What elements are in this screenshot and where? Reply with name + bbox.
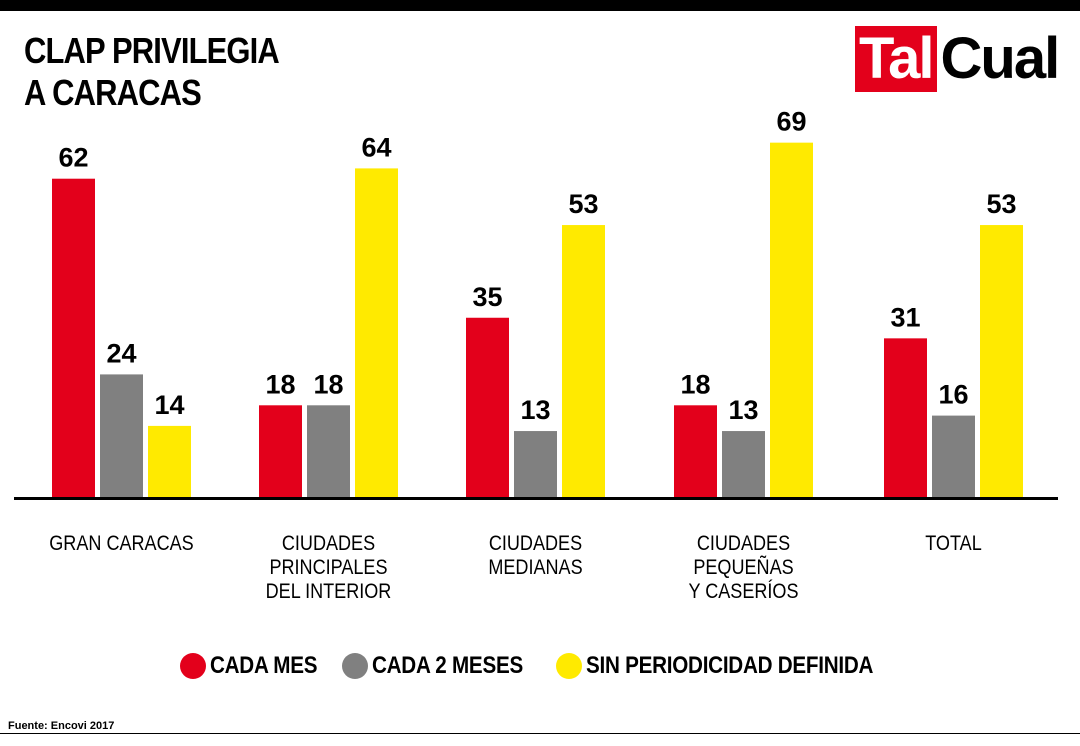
bar-ciudades-principales-del-interior-sin-periodicidad-definida	[355, 168, 398, 498]
data-label-ciudades-principales-del-interior-sin-periodicidad-definida: 64	[361, 132, 391, 162]
bar-gran-caracas-cada-mes	[52, 178, 95, 498]
bar-total-sin-periodicidad-definida	[980, 225, 1023, 499]
data-label-ciudades-medianas-cada-2-meses: 13	[520, 395, 550, 425]
category-label-ciudades-medianas-line-2: MEDIANAS	[488, 556, 582, 580]
legend-item-cada-2-meses: CADA 2 MESES	[342, 648, 548, 684]
data-label-ciudades-medianas-cada-mes: 35	[472, 282, 502, 312]
category-label-ciudades-medianas-line-1: CIUDADES	[489, 532, 582, 556]
legend-swatch-cada-2-meses	[342, 653, 368, 679]
legend-label-cada-2-meses: CADA 2 MESES	[372, 652, 523, 679]
category-label-total-line-1: TOTAL	[925, 532, 982, 556]
data-label-total-cada-mes: 31	[890, 302, 920, 332]
logo-cual: Cual	[940, 26, 1061, 91]
bar-ciudades-pequenas-y-caserios-cada-2-meses	[722, 431, 765, 498]
legend-label-cada-mes: CADA MES	[210, 652, 318, 679]
category-label-ciudades-principales-del-interior-line-3: DEL INTERIOR	[266, 580, 392, 604]
data-label-gran-caracas-cada-mes: 62	[58, 143, 88, 173]
bar-ciudades-principales-del-interior-cada-2-meses	[307, 405, 350, 498]
data-label-ciudades-medianas-sin-periodicidad-definida: 53	[568, 189, 598, 219]
data-label-ciudades-pequenas-y-caserios-sin-periodicidad-definida: 69	[776, 107, 806, 137]
bar-ciudades-medianas-sin-periodicidad-definida	[562, 225, 605, 499]
data-label-ciudades-pequenas-y-caserios-cada-mes: 18	[680, 369, 710, 399]
data-label-gran-caracas-cada-2-meses: 24	[106, 338, 136, 368]
bar-ciudades-medianas-cada-2-meses	[514, 431, 557, 498]
bar-ciudades-pequenas-y-caserios-sin-periodicidad-definida	[770, 142, 813, 498]
talcual-logo: Tal Cual	[855, 26, 1061, 92]
bar-ciudades-medianas-cada-mes	[466, 317, 509, 498]
source-note: Fuente: Encovi 2017	[8, 720, 115, 732]
bar-ciudades-pequenas-y-caserios-cada-mes	[674, 405, 717, 498]
data-label-total-cada-2-meses: 16	[938, 380, 968, 410]
bar-gran-caracas-cada-2-meses	[100, 374, 143, 498]
category-label-gran-caracas-line-1: GRAN CARACAS	[49, 532, 193, 556]
logo-tal: Tal	[855, 26, 937, 92]
data-label-ciudades-principales-del-interior-cada-mes: 18	[265, 369, 295, 399]
legend-swatch-cada-mes	[180, 653, 206, 679]
legend: CADA MES CADA 2 MESES SIN PERIODICIDAD D…	[0, 648, 1080, 684]
bar-ciudades-principales-del-interior-cada-mes	[259, 405, 302, 498]
category-label-ciudades-pequenas-y-caserios-line-1: CIUDADES	[697, 532, 790, 556]
category-label-ciudades-principales-del-interior-line-2: PRINCIPALES	[269, 556, 387, 580]
data-label-gran-caracas-sin-periodicidad-definida: 14	[154, 390, 184, 420]
bar-total-cada-2-meses	[932, 415, 975, 498]
bar-gran-caracas-sin-periodicidad-definida	[148, 425, 191, 498]
data-label-ciudades-pequenas-y-caserios-cada-2-meses: 13	[728, 395, 758, 425]
category-label-ciudades-pequenas-y-caserios-line-3: Y CASERÍOS	[688, 579, 798, 604]
category-label-ciudades-principales-del-interior-line-1: CIUDADES	[282, 532, 375, 556]
legend-item-sin-periodicidad: SIN PERIODICIDAD DEFINIDA	[556, 648, 920, 684]
x-axis-baseline	[14, 497, 1058, 500]
top-rule	[0, 0, 1080, 11]
chart-title: CLAP PRIVILEGIA A CARACAS	[24, 30, 280, 114]
bar-total-cada-mes	[884, 338, 927, 498]
chart-title-line-1: CLAP PRIVILEGIA	[24, 30, 280, 71]
bottom-rule	[0, 733, 1080, 734]
data-label-total-sin-periodicidad-definida: 53	[986, 189, 1016, 219]
legend-swatch-sin-periodicidad	[556, 653, 582, 679]
category-label-ciudades-pequenas-y-caserios-line-2: PEQUEÑAS	[693, 554, 793, 580]
chart-title-line-2: A CARACAS	[24, 72, 202, 113]
legend-item-cada-mes: CADA MES	[180, 648, 335, 684]
data-label-ciudades-principales-del-interior-cada-2-meses: 18	[313, 369, 343, 399]
legend-label-sin-periodicidad: SIN PERIODICIDAD DEFINIDA	[586, 652, 874, 679]
